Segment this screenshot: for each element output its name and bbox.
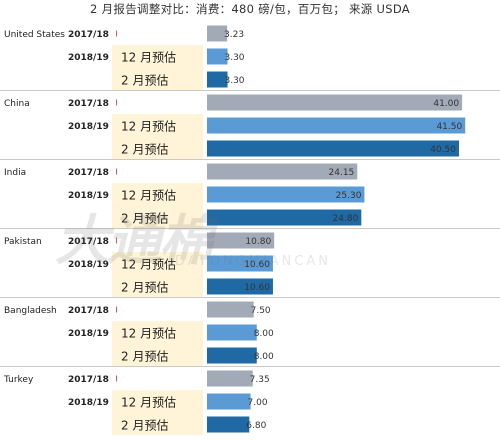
year-label-united-states-0: 2017/18 xyxy=(68,30,109,40)
country-label-bangladesh: Bangladesh xyxy=(4,306,57,316)
year-label-turkey-1: 2018/19 xyxy=(68,398,109,408)
country-label-united-states: United States xyxy=(4,30,65,40)
estimate-cell-bangladesh xyxy=(112,321,203,366)
year-label-pakistan-1: 2018/19 xyxy=(68,260,109,270)
bar-value-united-states-1: 3.30 xyxy=(224,53,244,63)
bar-pakistan-0 xyxy=(207,232,275,249)
estimate-label-turkey-1: 12 月预估 xyxy=(121,396,176,410)
year-label-india-0: 2017/18 xyxy=(68,168,109,178)
tick-mark-bangladesh xyxy=(116,306,117,313)
estimate-label-bangladesh-1: 12 月预估 xyxy=(121,327,176,341)
bar-india-1 xyxy=(207,186,365,203)
bar-value-pakistan-0: 10.80 xyxy=(245,237,271,247)
bar-bangladesh-2 xyxy=(207,347,257,364)
estimate-label-bangladesh-2: 2 月预估 xyxy=(121,350,168,364)
bar-value-bangladesh-0: 7.50 xyxy=(251,306,271,316)
estimate-label-china-2: 2 月预估 xyxy=(121,143,168,157)
bar-value-china-2: 40.50 xyxy=(430,145,456,155)
year-label-china-0: 2017/18 xyxy=(68,99,109,109)
tick-mark-turkey xyxy=(116,375,117,382)
estimate-label-india-1: 12 月预估 xyxy=(121,189,176,203)
estimate-label-india-2: 2 月预估 xyxy=(121,212,168,226)
estimate-cell-china xyxy=(112,114,203,159)
country-label-turkey: Turkey xyxy=(3,375,34,385)
estimate-cell-india xyxy=(112,183,203,228)
bar-value-india-2: 24.80 xyxy=(333,214,359,224)
year-label-turkey-0: 2017/18 xyxy=(68,375,109,385)
estimate-label-united-states-1: 12 月预估 xyxy=(121,51,176,65)
bar-pakistan-1 xyxy=(207,255,273,272)
estimate-cell-pakistan xyxy=(112,252,203,297)
bar-value-turkey-2: 6.80 xyxy=(246,421,266,431)
bar-bangladesh-0 xyxy=(207,301,254,318)
year-label-pakistan-0: 2017/18 xyxy=(68,237,109,247)
year-label-united-states-1: 2018/19 xyxy=(68,53,109,63)
bar-value-united-states-0: 3.23 xyxy=(224,30,244,40)
estimate-label-turkey-2: 2 月预估 xyxy=(121,419,168,433)
bar-value-bangladesh-1: 8.00 xyxy=(254,329,274,339)
country-label-india: India xyxy=(4,168,26,178)
chart-title: 2 月报告调整对比：消费：480 磅/包，百万包； 来源 USDA xyxy=(90,2,410,16)
bar-value-china-1: 41.50 xyxy=(436,122,462,132)
estimate-label-united-states-2: 2 月预估 xyxy=(121,74,168,88)
bar-value-china-0: 41.00 xyxy=(433,99,459,109)
bar-value-bangladesh-2: 8.00 xyxy=(254,352,274,362)
bar-united-states-1 xyxy=(207,48,228,65)
year-label-india-1: 2018/19 xyxy=(68,191,109,201)
tick-mark-china xyxy=(116,99,117,106)
tick-mark-pakistan xyxy=(116,237,117,244)
bar-value-united-states-2: 3.30 xyxy=(224,76,244,86)
estimate-label-china-1: 12 月预估 xyxy=(121,120,176,134)
bar-value-pakistan-2: 10.60 xyxy=(244,283,270,293)
bar-value-pakistan-1: 10.60 xyxy=(244,260,270,270)
bar-united-states-2 xyxy=(207,71,228,88)
bar-bangladesh-1 xyxy=(207,324,257,341)
tick-mark-india xyxy=(116,168,117,175)
year-label-bangladesh-0: 2017/18 xyxy=(68,306,109,316)
bar-value-india-1: 25.30 xyxy=(336,191,362,201)
estimate-cell-united-states xyxy=(112,45,203,90)
country-label-pakistan: Pakistan xyxy=(4,237,42,247)
estimate-cell-turkey xyxy=(112,390,203,435)
bar-china-1 xyxy=(207,117,466,134)
bar-turkey-0 xyxy=(207,370,253,387)
bar-china-2 xyxy=(207,140,459,157)
bar-value-turkey-0: 7.35 xyxy=(250,375,270,385)
bar-turkey-2 xyxy=(207,416,250,433)
bar-united-states-0 xyxy=(207,25,228,42)
bar-india-0 xyxy=(207,163,358,180)
tick-mark-united-states xyxy=(116,30,117,37)
bar-china-0 xyxy=(207,94,463,111)
year-label-bangladesh-1: 2018/19 xyxy=(68,329,109,339)
bar-india-2 xyxy=(207,209,362,226)
estimate-label-pakistan-2: 2 月预估 xyxy=(121,281,168,295)
bar-value-india-0: 24.15 xyxy=(329,168,355,178)
estimate-label-pakistan-1: 12 月预估 xyxy=(121,258,176,272)
year-label-china-1: 2018/19 xyxy=(68,122,109,132)
bar-pakistan-2 xyxy=(207,278,273,295)
bar-turkey-1 xyxy=(207,393,251,410)
bar-value-turkey-1: 7.00 xyxy=(248,398,268,408)
country-label-china: China xyxy=(4,99,30,109)
